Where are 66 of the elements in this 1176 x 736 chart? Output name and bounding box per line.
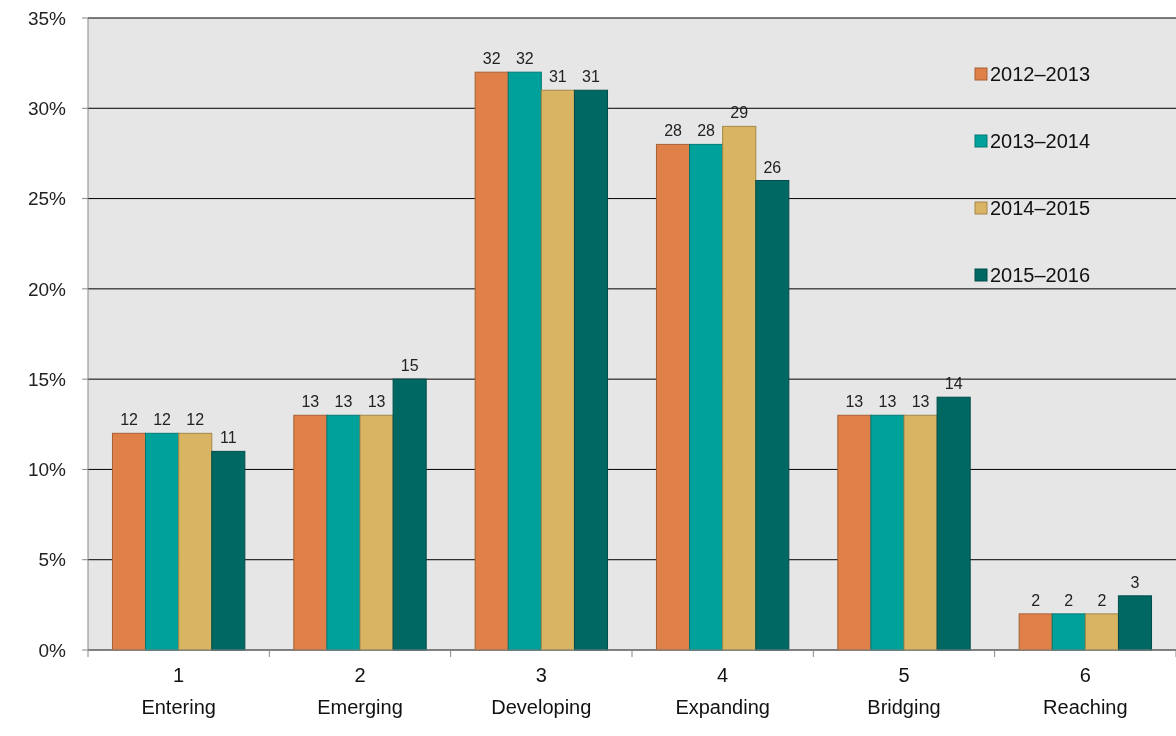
- data-label: 29: [730, 104, 749, 122]
- bar: [359, 414, 394, 651]
- bar: [1084, 613, 1119, 651]
- data-label: 28: [697, 122, 716, 140]
- data-label: 32: [515, 50, 534, 68]
- data-label: 12: [153, 411, 172, 429]
- bar: [1117, 595, 1153, 651]
- bar: [1051, 613, 1086, 651]
- y-tick-label: 15%: [27, 368, 67, 390]
- bar: [211, 450, 246, 651]
- y-tick-label: 35%: [27, 7, 67, 29]
- data-label: 31: [548, 68, 567, 86]
- legend-label: 2013–2014: [990, 130, 1091, 152]
- bar: [392, 378, 427, 651]
- bar: [540, 89, 575, 651]
- bar: [870, 414, 905, 651]
- bar: [655, 143, 691, 651]
- data-label: 12: [120, 411, 139, 429]
- data-label: 3: [1130, 573, 1140, 591]
- y-tick-label: 10%: [27, 459, 67, 481]
- data-label: 31: [582, 68, 600, 86]
- bar: [474, 71, 509, 651]
- data-label: 12: [186, 411, 205, 429]
- data-label: 2: [1031, 591, 1041, 609]
- data-label: 26: [763, 158, 782, 176]
- data-label: 13: [334, 393, 353, 411]
- data-label: 13: [845, 393, 864, 411]
- data-label: 2: [1097, 591, 1107, 609]
- legend-label: 2014–2015: [990, 197, 1091, 219]
- bar: [573, 89, 609, 651]
- bar: [111, 432, 147, 651]
- bar: [507, 71, 542, 651]
- y-tick-label: 25%: [27, 188, 67, 210]
- bar: [293, 414, 328, 651]
- y-tick-label: 30%: [27, 97, 67, 119]
- bar: [903, 414, 938, 651]
- bar: [689, 143, 724, 651]
- x-tick-label: 2 Emerging: [317, 664, 403, 718]
- data-label: 15: [400, 357, 419, 375]
- data-label: 13: [911, 393, 930, 411]
- data-label: 13: [878, 393, 897, 411]
- x-tick-label: 6 Reaching: [1043, 664, 1128, 718]
- y-tick-label: 20%: [27, 278, 67, 300]
- data-label: 13: [367, 393, 386, 411]
- x-tick-label: 5 Bridging: [867, 664, 941, 718]
- bar: [1018, 613, 1053, 651]
- x-tick-label: 4 Expanding: [675, 664, 770, 718]
- bar: [837, 414, 872, 651]
- legend-label: 2012–2013: [990, 63, 1091, 85]
- bar: [722, 125, 757, 651]
- y-tick-label: 0%: [38, 639, 67, 661]
- x-tick-label: 3 Developing: [491, 664, 592, 718]
- legend-label: 2015–2016: [990, 264, 1091, 286]
- bar: [145, 432, 180, 651]
- data-label: 2: [1064, 591, 1074, 609]
- bar: [326, 414, 361, 651]
- x-tick-label: 1 Entering: [141, 664, 216, 718]
- data-label: 32: [482, 50, 501, 68]
- data-label: 14: [944, 375, 963, 393]
- data-label: 11: [220, 429, 237, 447]
- bar: [936, 396, 971, 651]
- bar: [178, 432, 213, 651]
- bar: [755, 180, 790, 651]
- data-label: 28: [664, 122, 683, 140]
- y-tick-label: 5%: [38, 549, 67, 571]
- data-label: 13: [301, 393, 320, 411]
